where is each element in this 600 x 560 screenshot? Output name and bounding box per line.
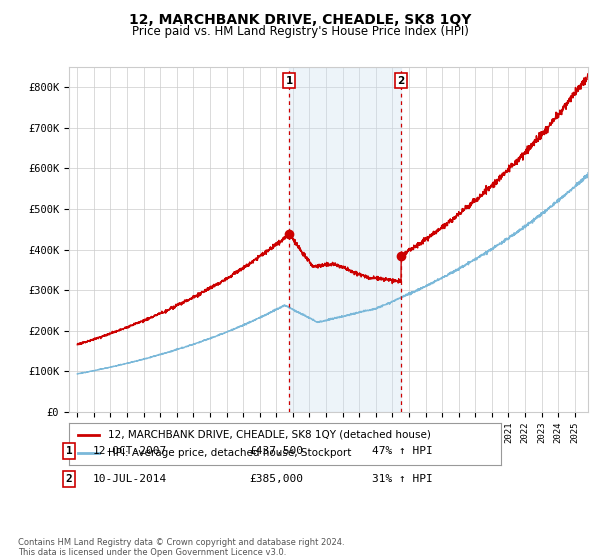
Bar bbox=[289, 67, 401, 412]
Text: Contains HM Land Registry data © Crown copyright and database right 2024.
This d: Contains HM Land Registry data © Crown c… bbox=[18, 538, 344, 557]
Text: Price paid vs. HM Land Registry's House Price Index (HPI): Price paid vs. HM Land Registry's House … bbox=[131, 25, 469, 38]
Text: £437,500: £437,500 bbox=[249, 446, 303, 456]
Text: 1: 1 bbox=[65, 446, 73, 456]
Text: £385,000: £385,000 bbox=[249, 474, 303, 484]
Text: 10-JUL-2014: 10-JUL-2014 bbox=[93, 474, 167, 484]
Text: 12, MARCHBANK DRIVE, CHEADLE, SK8 1QY (detached house): 12, MARCHBANK DRIVE, CHEADLE, SK8 1QY (d… bbox=[108, 430, 431, 440]
Text: 2: 2 bbox=[398, 76, 405, 86]
Text: 47% ↑ HPI: 47% ↑ HPI bbox=[372, 446, 433, 456]
Text: 31% ↑ HPI: 31% ↑ HPI bbox=[372, 474, 433, 484]
Text: 2: 2 bbox=[65, 474, 73, 484]
Text: HPI: Average price, detached house, Stockport: HPI: Average price, detached house, Stoc… bbox=[108, 448, 351, 458]
Text: 12, MARCHBANK DRIVE, CHEADLE, SK8 1QY: 12, MARCHBANK DRIVE, CHEADLE, SK8 1QY bbox=[129, 13, 471, 27]
Text: 12-OCT-2007: 12-OCT-2007 bbox=[93, 446, 167, 456]
Text: 1: 1 bbox=[286, 76, 293, 86]
